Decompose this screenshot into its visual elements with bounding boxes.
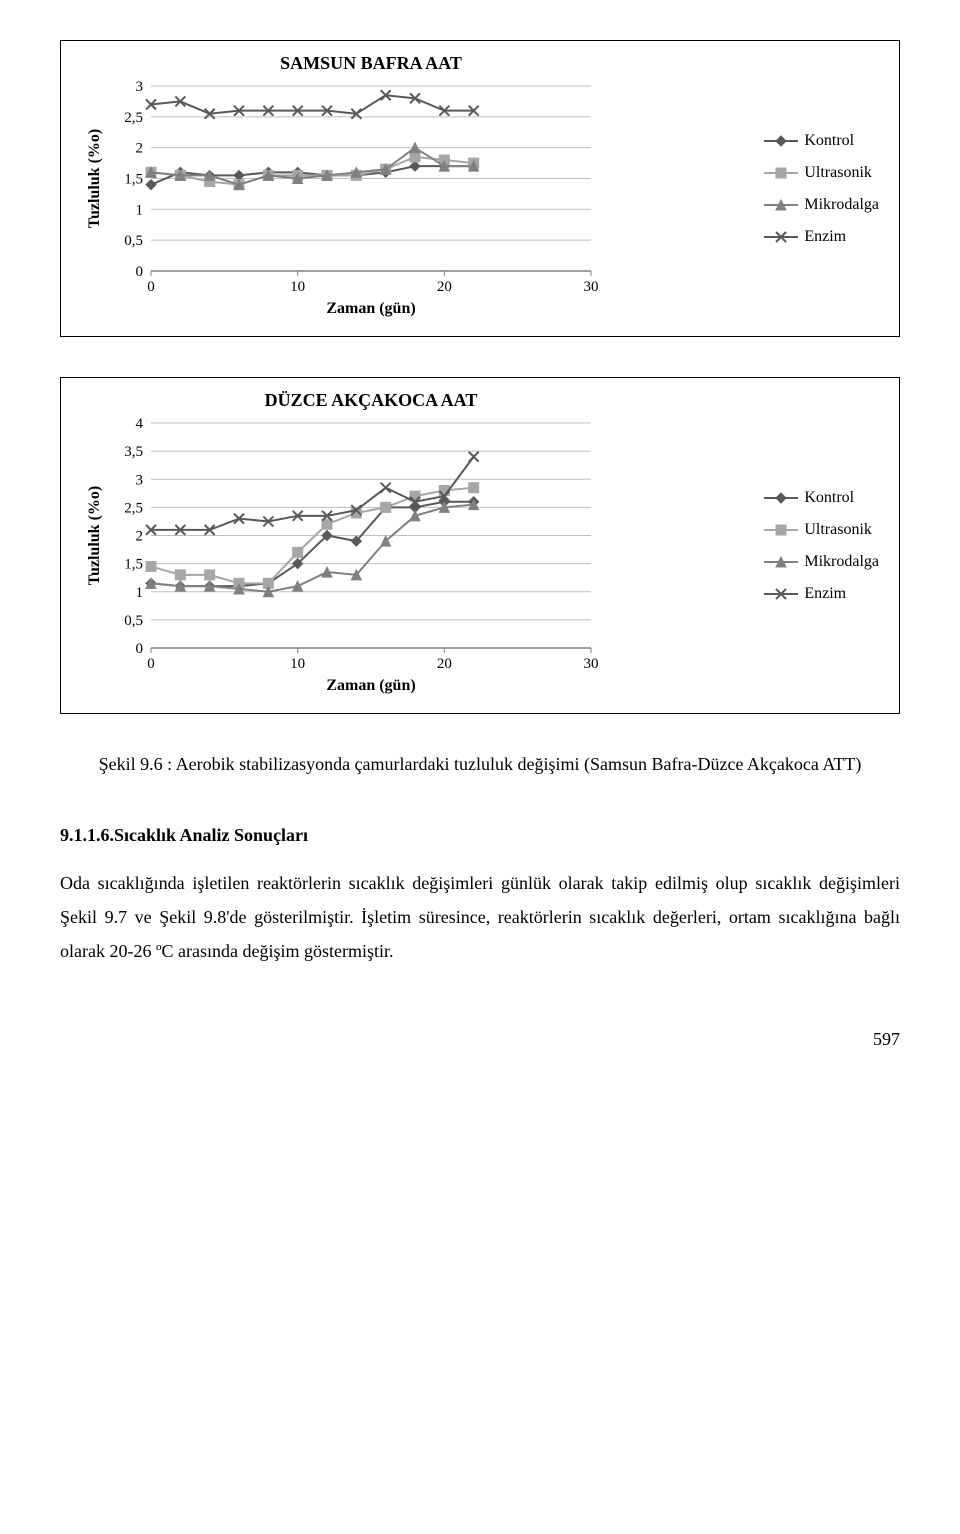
svg-text:30: 30 (584, 279, 599, 295)
svg-text:3,5: 3,5 (124, 444, 143, 460)
svg-text:4: 4 (136, 416, 144, 432)
svg-text:0: 0 (136, 264, 144, 280)
svg-text:20: 20 (437, 279, 452, 295)
figure-caption: Şekil 9.6 : Aerobik stabilizasyonda çamu… (60, 754, 900, 775)
svg-text:2,5: 2,5 (124, 110, 143, 126)
svg-text:1: 1 (136, 585, 144, 601)
chart-samsun-bafra: SAMSUN BAFRA AAT00,511,522,530102030Tuzl… (60, 40, 900, 337)
svg-text:0,5: 0,5 (124, 233, 143, 249)
svg-text:1,5: 1,5 (124, 172, 143, 188)
legend-label: Mikrodalga (804, 189, 879, 221)
legend-label: Ultrasonik (804, 514, 872, 546)
svg-text:10: 10 (290, 279, 305, 295)
legend-item: Kontrol (764, 482, 879, 514)
legend-item: Mikrodalga (764, 189, 879, 221)
legend-item: Ultrasonik (764, 157, 879, 189)
section-heading: 9.1.1.6.Sıcaklık Analiz Sonuçları (60, 825, 900, 846)
svg-text:0: 0 (147, 656, 155, 672)
legend-label: Ultrasonik (804, 157, 872, 189)
chart-duzce-akcakoca: DÜZCE AKÇAKOCA AAT 0 0,5 1 1,5 2 2,5 3 3,5 4 0 10 20… (60, 377, 900, 714)
chart2-plot: DÜZCE AKÇAKOCA AAT 0 0,5 1 1,5 2 2,5 3 3,5 4 0 10 20… (81, 388, 754, 703)
svg-text:3: 3 (136, 472, 144, 488)
legend-item: Enzim (764, 578, 879, 610)
body-paragraph: Oda sıcaklığında işletilen reaktörlerin … (60, 866, 900, 969)
svg-text:2: 2 (136, 141, 144, 157)
svg-text:2,5: 2,5 (124, 500, 143, 516)
page-number: 597 (60, 1029, 900, 1050)
svg-text:Tuzluluk (%o): Tuzluluk (%o) (86, 129, 103, 228)
svg-text:20: 20 (437, 656, 452, 672)
svg-text:SAMSUN BAFRA AAT: SAMSUN BAFRA AAT (280, 53, 462, 73)
chart1-plot: SAMSUN BAFRA AAT00,511,522,530102030Tuzl… (81, 51, 754, 326)
legend-label: Enzim (804, 578, 846, 610)
chart2-svg: DÜZCE AKÇAKOCA AAT 0 0,5 1 1,5 2 2,5 3 3,5 4 0 10 20… (81, 388, 601, 698)
svg-text:3: 3 (136, 79, 144, 95)
svg-text:1,5: 1,5 (124, 557, 143, 573)
legend-item: Mikrodalga (764, 546, 879, 578)
svg-text:1: 1 (136, 202, 144, 218)
svg-text:10: 10 (290, 656, 305, 672)
chart2-legend: KontrolUltrasonikMikrodalgaEnzim (754, 482, 879, 610)
legend-label: Kontrol (804, 125, 854, 157)
chart1-svg: SAMSUN BAFRA AAT00,511,522,530102030Tuzl… (81, 51, 601, 321)
svg-text:Zaman (gün): Zaman (gün) (326, 677, 415, 694)
svg-text:30: 30 (584, 656, 599, 672)
legend-label: Enzim (804, 221, 846, 253)
svg-text:Tuzluluk (%o): Tuzluluk (%o) (86, 486, 103, 585)
legend-label: Mikrodalga (804, 546, 879, 578)
legend-item: Kontrol (764, 125, 879, 157)
legend-item: Ultrasonik (764, 514, 879, 546)
svg-text:Zaman (gün): Zaman (gün) (326, 300, 415, 317)
legend-label: Kontrol (804, 482, 854, 514)
svg-text:DÜZCE AKÇAKOCA AAT: DÜZCE AKÇAKOCA AAT (265, 390, 478, 410)
chart1-legend: KontrolUltrasonikMikrodalgaEnzim (754, 125, 879, 253)
svg-text:0: 0 (147, 279, 155, 295)
legend-item: Enzim (764, 221, 879, 253)
svg-text:2: 2 (136, 529, 144, 545)
svg-text:0,5: 0,5 (124, 613, 143, 629)
svg-text:0: 0 (136, 641, 144, 657)
